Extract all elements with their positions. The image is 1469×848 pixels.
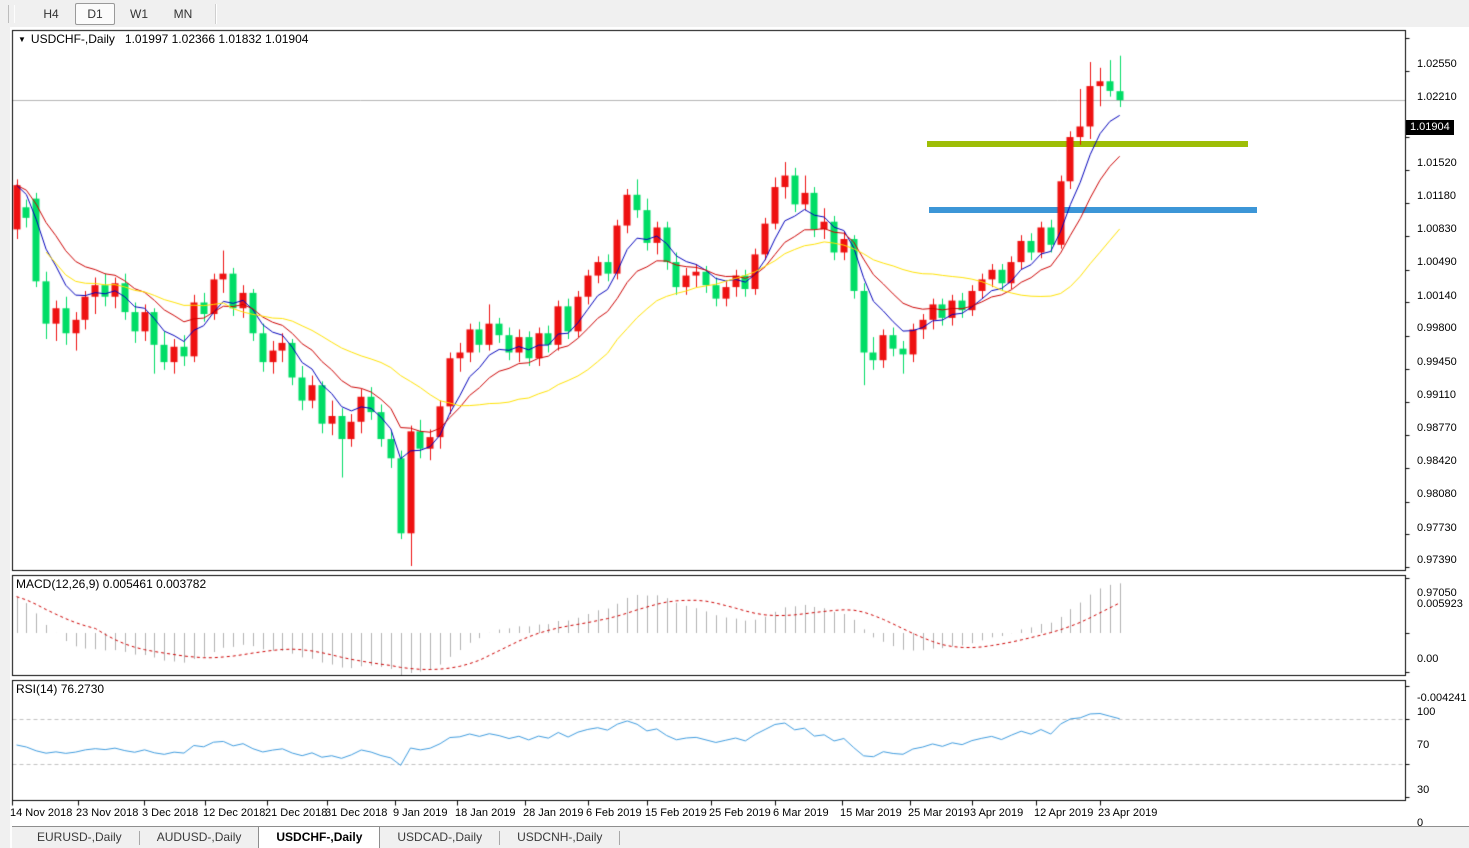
rsi-axis-tick: 0 <box>1417 817 1424 829</box>
chart-tab-usdcnh[interactable]: USDCNH-,Daily <box>500 827 620 848</box>
date-axis-label: 21 Dec 2018 <box>265 807 328 819</box>
price-axis-tick: 1.02210 <box>1417 90 1457 103</box>
date-axis-label: 18 Jan 2019 <box>455 807 516 819</box>
date-axis-label: 28 Jan 2019 <box>523 807 584 819</box>
chart-title: ▼ USDCHF-,Daily 1.01997 1.02366 1.01832 1.… <box>18 32 308 46</box>
chart-tab-usdchf[interactable]: USDCHF-,Daily <box>258 827 381 848</box>
date-axis-label: 3 Dec 2018 <box>142 807 199 819</box>
tab-separator <box>499 831 501 845</box>
chart-tab-audusd[interactable]: AUDUSD-,Daily <box>139 827 259 848</box>
date-axis-label: 14 Nov 2018 <box>10 807 73 819</box>
date-axis-label: 6 Feb 2019 <box>586 807 642 819</box>
timeframe-buttons: H4 D1 W1 MN <box>29 2 205 25</box>
chart-window: ▼ USDCHF-,Daily 1.01997 1.02366 1.01832 1.… <box>0 27 1469 829</box>
date-axis-label: 25 Mar 2019 <box>908 807 970 819</box>
timeframe-button-d1[interactable]: D1 <box>75 2 115 25</box>
price-axis-tick: 0.97050 <box>1417 586 1457 599</box>
chart-symbol-label: USDCHF-,Daily <box>30 32 115 46</box>
chart-title-arrow-icon: ▼ <box>18 35 26 44</box>
chart-tab-usdcad[interactable]: USDCAD-,Daily <box>380 827 500 848</box>
price-axis-tick: 0.98080 <box>1417 487 1457 500</box>
timeframe-button-h4[interactable]: H4 <box>43 6 59 21</box>
macd-axis-tick: 0.005923 <box>1417 597 1463 610</box>
date-axis-label: 12 Apr 2019 <box>1034 807 1094 819</box>
price-axis-tick: 1.00830 <box>1417 223 1457 236</box>
chart-tab-eurusd[interactable]: EURUSD-,Daily <box>20 827 139 848</box>
chart-ohlc-values: 1.01997 1.02366 1.01832 1.01904 <box>124 32 309 46</box>
tab-separator <box>138 831 140 845</box>
date-axis[interactable]: 14 Nov 2018 23 Nov 2018 3 Dec 2018 12 Dec 2… <box>0 804 1410 826</box>
macd-current-values: 0.005461 0.003782 <box>102 577 207 591</box>
price-axis-tick: 1.02550 <box>1417 58 1457 70</box>
price-axis-tick: 0.99800 <box>1417 322 1457 335</box>
timeframe-button-mn[interactable]: MN <box>173 6 193 21</box>
date-axis-label: 12 Dec 2018 <box>203 807 266 819</box>
date-axis-label: 15 Mar 2019 <box>840 807 902 819</box>
price-chart-canvas[interactable] <box>0 27 1469 826</box>
price-axis-tick: 0.98770 <box>1417 421 1457 434</box>
date-axis-label: 23 Nov 2018 <box>76 807 139 819</box>
macd-label: MACD(12,26,9) 0.005461 0.003782 <box>16 577 206 591</box>
price-axis-tick: 0.99450 <box>1417 356 1457 369</box>
price-axis-tick: 0.97730 <box>1417 521 1457 534</box>
date-axis-label: 9 Jan 2019 <box>393 807 448 819</box>
price-axis-tick: 0.98420 <box>1417 455 1457 468</box>
price-axis-tick: 0.97390 <box>1417 554 1457 567</box>
date-axis-label: 6 Mar 2019 <box>773 807 829 819</box>
price-axis-tick: 1.00140 <box>1417 289 1457 302</box>
toolbar-separator <box>215 3 217 24</box>
date-axis-label: 23 Apr 2019 <box>1098 807 1158 819</box>
timeframe-toolbar: H4 D1 W1 MN <box>0 0 1469 28</box>
date-axis-label: 31 Dec 2018 <box>325 807 388 819</box>
timeframe-button-w1[interactable]: W1 <box>130 6 148 21</box>
rsi-label: RSI(14) 76.2730 <box>16 682 104 696</box>
rsi-name: RSI(14) <box>16 682 58 696</box>
rsi-current-value: 76.2730 <box>60 682 105 696</box>
date-axis-label: 15 Feb 2019 <box>645 807 707 819</box>
price-axis-tick: 1.01180 <box>1417 189 1456 202</box>
rsi-axis-tick: 100 <box>1417 706 1436 718</box>
macd-axis-tick: 0.00 <box>1417 653 1439 665</box>
chart-tab-bar: EURUSD-,Daily AUDUSD-,Daily USDCHF-,Daily U… <box>12 826 1469 848</box>
rsi-axis-tick: 30 <box>1417 783 1430 796</box>
macd-name: MACD(12,26,9) <box>16 577 100 591</box>
tab-separator <box>619 831 621 845</box>
price-axis-tick: 1.01520 <box>1417 157 1457 170</box>
macd-axis-tick: -0.004241 <box>1417 692 1467 705</box>
toolbar-grip-handle[interactable] <box>8 4 15 23</box>
date-axis-label: 3 Apr 2019 <box>970 807 1024 819</box>
current-price-label: 1.01904 <box>1406 120 1454 136</box>
price-axis-tick: 0.99110 <box>1417 388 1456 401</box>
price-axis-tick: 1.00490 <box>1417 256 1457 269</box>
price-axis[interactable]: 1.02550 1.02210 1.01520 1.01180 1.00830 1.004… <box>1410 27 1469 829</box>
date-axis-label: 25 Feb 2019 <box>709 807 771 819</box>
rsi-axis-tick: 70 <box>1417 739 1430 752</box>
